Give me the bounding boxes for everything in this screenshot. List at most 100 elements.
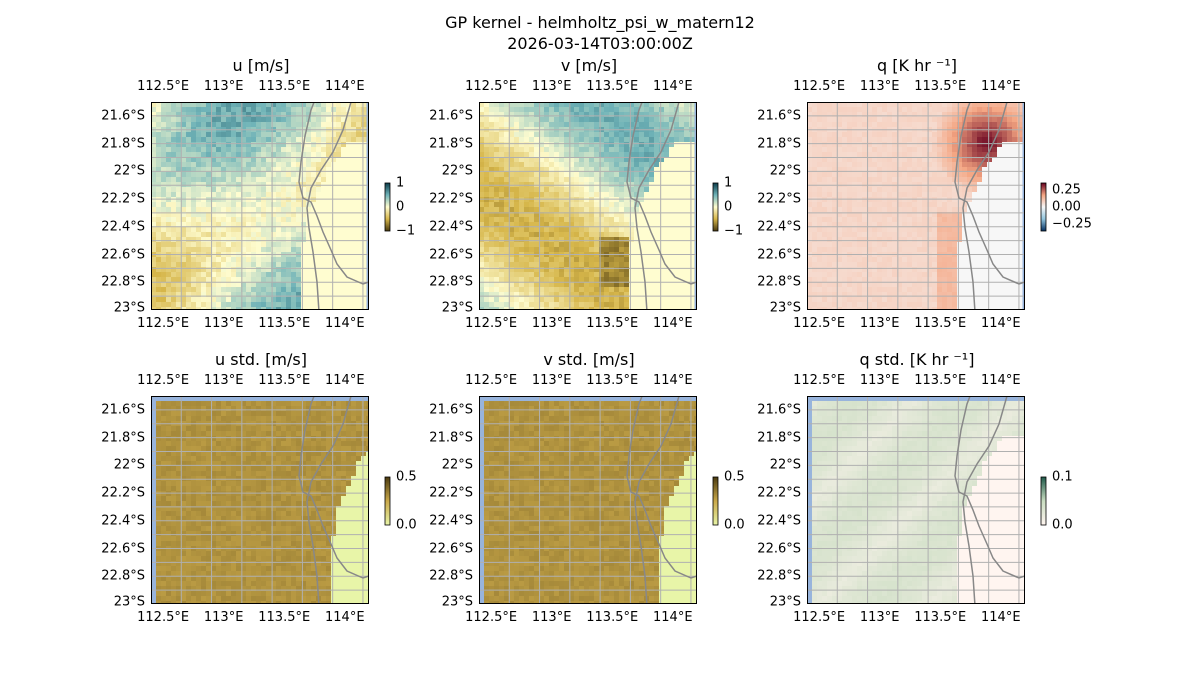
gridlines (151, 396, 369, 604)
lat-tick-label: 22°S (441, 163, 473, 179)
lat-tick-label: 22.4°S (757, 513, 801, 529)
gridlines (807, 396, 1025, 604)
lat-tick-label: 22.8°S (757, 568, 801, 584)
colorbar-strip (712, 182, 719, 232)
lon-tick-label-top: 113°E (859, 373, 900, 388)
lon-tick-label-top: 112.5°E (465, 373, 518, 388)
lat-tick-label: 22.6°S (757, 247, 801, 263)
lat-tick-label: 22°S (113, 163, 145, 179)
lon-tick-label-top: 114°E (325, 79, 365, 94)
map-field-u_std (151, 396, 369, 604)
colorbar-strip (1040, 182, 1047, 232)
lat-tick-label: 23°S (769, 300, 801, 316)
lat-tick-label: 22.6°S (429, 247, 473, 263)
colorbar-tick-label: 0.0 (396, 517, 417, 533)
lat-tick-label: 22.2°S (757, 485, 801, 501)
map-field-u (151, 102, 369, 310)
lat-tick-label: 23°S (113, 300, 145, 316)
lat-tick-label: 22.4°S (429, 219, 473, 235)
lon-tick-label-top: 112.5°E (137, 373, 190, 388)
lon-tick-label-bottom: 113°E (203, 610, 244, 625)
lon-tick-label-bottom: 114°E (653, 316, 693, 331)
colorbar-tick-label: 0.0 (724, 517, 745, 533)
panel-title: u [m/s] (232, 56, 290, 75)
lon-tick-label-top: 112.5°E (465, 79, 518, 94)
lat-tick-label: 22.8°S (757, 274, 801, 290)
lat-tick-label: 21.6°S (429, 108, 473, 124)
map-frame (479, 396, 697, 604)
coastline (298, 396, 369, 604)
lon-tick-label-top: 113.5°E (258, 79, 311, 94)
colorbar-tick-label: 1 (724, 175, 733, 191)
lon-tick-label-top: 114°E (653, 79, 693, 94)
lon-tick-label-bottom: 112.5°E (793, 610, 846, 625)
coastline (626, 102, 697, 310)
map-frame (807, 102, 1025, 310)
colorbar-tick-label: −1 (724, 223, 744, 239)
lat-tick-label: 23°S (769, 594, 801, 610)
lon-tick-label-bottom: 113°E (531, 316, 572, 331)
lon-tick-label-top: 112.5°E (793, 373, 846, 388)
lon-tick-label-top: 113.5°E (586, 373, 639, 388)
lat-tick-label: 23°S (441, 594, 473, 610)
coastline (626, 396, 697, 604)
lat-tick-label: 22°S (769, 457, 801, 473)
map-frame (151, 102, 369, 310)
panel-title: v [m/s] (560, 56, 618, 75)
coastline (298, 102, 369, 310)
lat-tick-label: 21.6°S (101, 108, 145, 124)
lat-tick-label: 22.6°S (101, 541, 145, 557)
gridlines (151, 102, 369, 310)
figure-title: GP kernel - helmholtz_psi_w_matern12 202… (0, 12, 1200, 54)
lat-tick-label: 22.8°S (429, 568, 473, 584)
colorbar-q (1040, 182, 1047, 232)
field-cells (479, 102, 695, 310)
lon-tick-label-bottom: 113°E (203, 316, 244, 331)
field-cells (812, 401, 1025, 604)
colorbar-tick-label: 0.5 (396, 469, 417, 485)
lat-tick-label: 22.2°S (101, 191, 145, 207)
lat-tick-label: 22°S (113, 457, 145, 473)
field-cells (807, 102, 1023, 310)
lon-tick-label-bottom: 114°E (653, 610, 693, 625)
lon-tick-label-top: 113°E (531, 373, 572, 388)
lon-tick-label-bottom: 112.5°E (465, 610, 518, 625)
lat-tick-label: 22.2°S (429, 191, 473, 207)
colorbar-strip (1040, 476, 1047, 526)
colorbar-tick-label: 0.1 (1052, 469, 1073, 485)
lon-tick-label-top: 114°E (653, 373, 693, 388)
lon-tick-label-bottom: 113.5°E (258, 610, 311, 625)
panel-title: v std. [m/s] (543, 350, 635, 369)
lat-tick-label: 23°S (113, 594, 145, 610)
coastline (954, 396, 1025, 604)
lat-tick-label: 22.4°S (429, 513, 473, 529)
lon-tick-label-top: 113.5°E (914, 79, 967, 94)
lat-tick-label: 21.6°S (757, 108, 801, 124)
lon-tick-label-bottom: 113.5°E (586, 316, 639, 331)
lon-tick-label-bottom: 114°E (981, 316, 1021, 331)
lat-tick-label: 21.8°S (757, 136, 801, 152)
map-frame (151, 396, 369, 604)
lon-tick-label-top: 113.5°E (586, 79, 639, 94)
lat-tick-label: 21.6°S (101, 402, 145, 418)
lat-tick-label: 21.8°S (101, 136, 145, 152)
colorbar-strip (384, 476, 391, 526)
map-field-v_std (479, 396, 697, 604)
colorbar-v (712, 182, 719, 232)
lon-tick-label-bottom: 112.5°E (137, 610, 190, 625)
lat-tick-label: 22.6°S (429, 541, 473, 557)
lat-tick-label: 21.6°S (429, 402, 473, 418)
figure-title-line1: GP kernel - helmholtz_psi_w_matern12 (445, 13, 755, 32)
colorbar-tick-label: 0.00 (1052, 199, 1081, 215)
lon-tick-label-top: 114°E (981, 79, 1021, 94)
lon-tick-label-bottom: 113°E (531, 610, 572, 625)
map-frame (807, 396, 1025, 604)
lon-tick-label-bottom: 112.5°E (465, 316, 518, 331)
map-field-q (807, 102, 1025, 310)
colorbar-tick-label: 0.5 (724, 469, 745, 485)
panel-title: q [K hr ⁻¹] (877, 56, 957, 75)
lon-tick-label-bottom: 113.5°E (914, 316, 967, 331)
lat-tick-label: 22°S (769, 163, 801, 179)
lon-tick-label-bottom: 114°E (325, 316, 365, 331)
colorbar-tick-label: −1 (396, 223, 416, 239)
